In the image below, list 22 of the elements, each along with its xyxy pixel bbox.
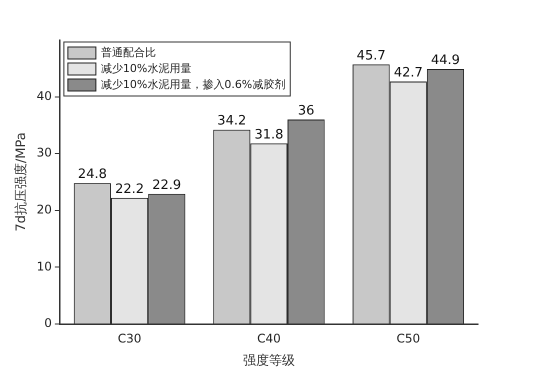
x-tick-label: C50 (396, 331, 420, 346)
data-label: 22.2 (115, 182, 144, 197)
data-label: 22.9 (152, 178, 182, 193)
x-axis-title: 强度等级 (242, 352, 295, 369)
y-tick-label: 0 (44, 316, 52, 330)
data-label: 34.2 (217, 114, 246, 129)
data-label: 31.8 (254, 127, 284, 142)
y-tick-label: 30 (36, 146, 52, 160)
x-tick-label: C40 (257, 331, 281, 346)
y-tick-label: 20 (36, 202, 52, 217)
legend-label: 减少10%水泥用量，掺入0.6%减胶剂 (100, 78, 286, 91)
data-label: 36 (298, 103, 314, 118)
data-label: 44.9 (431, 52, 460, 68)
y-tick-label: 40 (36, 88, 52, 103)
data-label: 45.7 (356, 48, 386, 64)
legend-label: 普通配合比 (100, 46, 156, 59)
data-label: 42.7 (394, 65, 423, 80)
y-axis-title: 7d抗压强度/MPa (13, 132, 30, 232)
legend-label: 减少10%水泥用量 (100, 62, 192, 75)
data-label: 24.8 (78, 167, 107, 182)
x-tick-label: C30 (118, 331, 142, 346)
y-tick-label: 10 (36, 259, 52, 274)
